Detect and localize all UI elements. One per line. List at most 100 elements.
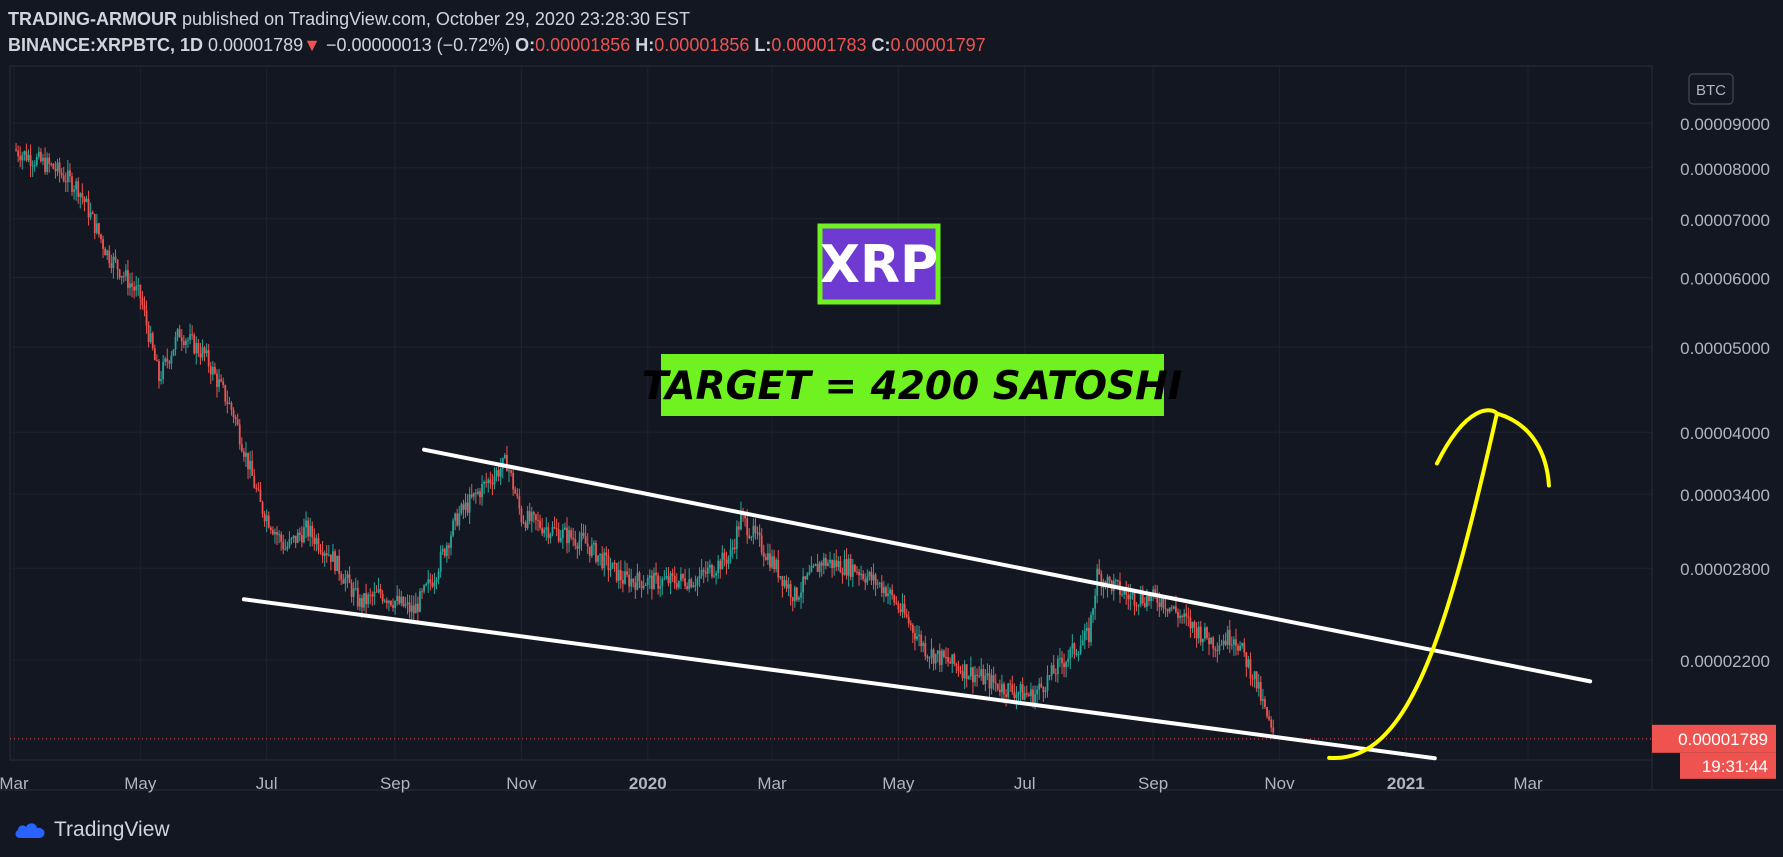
- up-candle: [124, 270, 127, 277]
- down-candle: [1249, 659, 1252, 679]
- projection-arrow-head[interactable]: [1434, 408, 1551, 488]
- up-candle: [499, 468, 502, 477]
- down-candle: [1141, 593, 1144, 604]
- up-candle: [427, 579, 430, 584]
- up-candle: [42, 157, 44, 162]
- author-name[interactable]: TRADING-ARMOUR: [8, 9, 177, 29]
- up-candle: [129, 283, 131, 288]
- down-candle: [758, 532, 761, 536]
- down-candle: [317, 538, 320, 550]
- down-candle: [723, 552, 726, 560]
- countdown-label: 19:31:44: [1702, 757, 1768, 776]
- currency-badge[interactable]: [1688, 73, 1734, 105]
- target-banner[interactable]: [661, 354, 1164, 416]
- up-candle: [599, 553, 602, 556]
- up-candle: [659, 586, 662, 589]
- x-tick-label: Sep: [1138, 774, 1168, 793]
- down-candle: [375, 591, 378, 593]
- up-candle: [189, 334, 191, 340]
- down-candle: [570, 530, 573, 538]
- up-candle: [1106, 576, 1109, 588]
- up-candle: [464, 502, 467, 510]
- down-candle: [949, 661, 952, 664]
- down-candle: [1154, 589, 1157, 595]
- up-candle: [866, 576, 869, 583]
- resistance-trendline[interactable]: [422, 447, 1593, 684]
- down-candle: [48, 157, 51, 164]
- up-candle: [37, 151, 40, 157]
- down-candle: [220, 379, 223, 382]
- up-candle: [176, 329, 179, 337]
- up-candle: [812, 565, 815, 567]
- up-candle: [354, 587, 357, 589]
- tradingview-logo[interactable]: TradingView: [14, 818, 170, 842]
- down-candle: [1073, 643, 1076, 655]
- down-candle: [903, 603, 906, 615]
- down-candle: [998, 689, 1001, 693]
- down-candle: [151, 333, 154, 349]
- up-candle: [419, 591, 421, 612]
- down-candle: [182, 341, 185, 345]
- down-candle: [972, 667, 974, 683]
- down-candle: [44, 157, 46, 173]
- up-candle: [609, 568, 612, 571]
- up-candle: [837, 560, 840, 567]
- support-trendline[interactable]: [241, 597, 1437, 761]
- down-candle: [232, 410, 235, 418]
- down-candle: [1048, 675, 1051, 677]
- down-candle: [1040, 683, 1043, 687]
- up-candle: [729, 549, 732, 557]
- up-candle: [1257, 682, 1260, 689]
- down-candle: [1156, 594, 1159, 604]
- down-candle: [443, 548, 446, 556]
- up-candle: [590, 544, 593, 556]
- up-candle: [688, 579, 691, 590]
- up-candle: [1044, 690, 1047, 693]
- low-label: L:: [754, 35, 772, 55]
- up-candle: [653, 572, 655, 590]
- down-candle: [133, 286, 136, 291]
- up-candle: [367, 594, 370, 605]
- down-candle: [640, 581, 643, 589]
- down-candle: [91, 212, 94, 214]
- up-candle: [1001, 683, 1003, 693]
- down-candle: [240, 444, 243, 452]
- up-candle: [21, 154, 24, 161]
- xrp-badge[interactable]: [817, 223, 941, 305]
- down-candle: [744, 514, 747, 519]
- down-candle: [147, 325, 150, 343]
- up-candle: [363, 593, 365, 608]
- down-candle: [541, 527, 544, 534]
- down-candle: [216, 373, 218, 387]
- down-candle: [141, 298, 144, 306]
- down-candle: [816, 564, 819, 573]
- down-candle: [870, 572, 873, 581]
- down-candle: [325, 553, 328, 556]
- x-tick-label: May: [882, 774, 915, 793]
- down-candle: [690, 579, 693, 588]
- up-candle: [1046, 675, 1049, 691]
- down-candle: [961, 671, 964, 679]
- current-price-label: 0.00001789: [1678, 730, 1768, 749]
- tradingview-cloud-icon: [15, 823, 45, 838]
- down-candle: [145, 310, 148, 326]
- up-candle: [56, 162, 59, 172]
- up-candle: [1261, 699, 1264, 701]
- up-candle: [1204, 627, 1206, 639]
- down-candle: [1011, 684, 1014, 692]
- up-candle: [860, 573, 862, 576]
- down-candle: [267, 515, 270, 528]
- up-candle: [120, 276, 123, 278]
- high-value: 0.00001856: [654, 35, 750, 55]
- projection-arrow-stem[interactable]: [1327, 411, 1499, 760]
- up-candle: [717, 560, 720, 573]
- last-price: 0.00001789: [208, 35, 304, 55]
- down-candle: [874, 574, 877, 585]
- down-candle: [491, 482, 494, 485]
- up-candle: [878, 582, 881, 584]
- up-candle: [779, 576, 782, 578]
- up-candle: [986, 673, 989, 676]
- x-tick-label: Jul: [1014, 774, 1036, 793]
- down-candle: [253, 475, 256, 488]
